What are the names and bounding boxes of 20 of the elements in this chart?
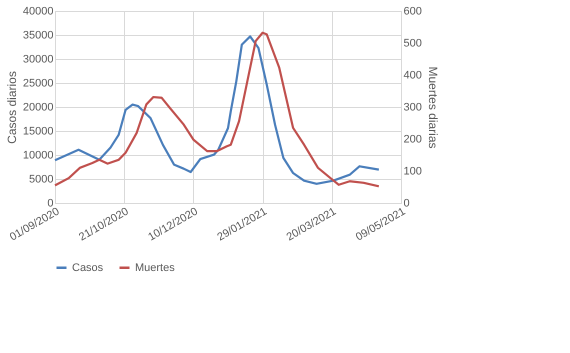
y-tick-label: 30000 [22, 54, 54, 66]
y2-axis-title: Muertes diarias [426, 66, 440, 149]
y-tick-label: 25000 [22, 78, 54, 90]
y2-tick-label: 600 [404, 6, 422, 18]
y-tick-label: 5000 [29, 174, 54, 186]
y-axis-title: Casos diarios [4, 71, 19, 144]
y-tick-label: 40000 [22, 6, 54, 18]
y2-tick-label: 400 [404, 70, 422, 82]
y2-tick-label: 300 [404, 102, 422, 114]
y-tick-label: 20000 [22, 102, 54, 114]
y2-tick-label: 0 [404, 198, 410, 210]
y-tick-label: 35000 [22, 30, 54, 42]
y2-tick-label: 100 [404, 166, 422, 178]
y2-tick-label: 200 [404, 134, 422, 146]
y-tick-label: 10000 [22, 150, 54, 162]
legend-label: Casos [72, 262, 104, 274]
y-tick-label: 15000 [22, 126, 54, 138]
y2-tick-label: 500 [404, 38, 422, 50]
y-tick-label: 0 [47, 198, 54, 210]
legend-label: Muertes [135, 262, 176, 274]
